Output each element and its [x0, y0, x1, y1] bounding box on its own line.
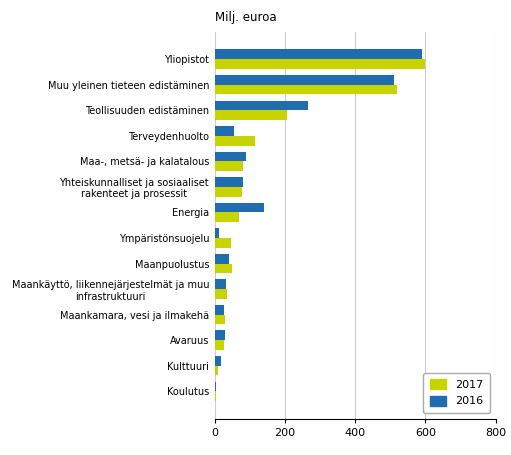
Bar	[215, 101, 308, 110]
Bar	[215, 110, 287, 120]
Bar	[215, 263, 232, 273]
Bar	[215, 228, 219, 238]
Bar	[215, 177, 243, 187]
Bar	[215, 366, 218, 375]
Bar	[215, 136, 255, 146]
Bar	[215, 212, 239, 222]
Text: Milj. euroa: Milj. euroa	[215, 11, 276, 24]
Bar	[215, 382, 216, 391]
Bar	[215, 85, 398, 94]
Bar	[215, 126, 234, 136]
Bar	[215, 59, 425, 69]
Bar	[215, 162, 243, 171]
Bar	[215, 50, 422, 59]
Bar	[215, 305, 224, 315]
Bar	[215, 254, 229, 263]
Bar	[215, 75, 394, 85]
Bar	[215, 315, 225, 324]
Bar	[215, 238, 231, 248]
Bar	[215, 203, 264, 212]
Bar	[215, 330, 225, 340]
Bar	[215, 289, 227, 299]
Bar	[215, 279, 226, 289]
Bar	[215, 391, 216, 401]
Bar	[215, 187, 242, 197]
Bar	[215, 152, 245, 162]
Bar	[215, 340, 224, 350]
Bar	[215, 356, 221, 366]
Legend: 2017, 2016: 2017, 2016	[423, 373, 490, 413]
